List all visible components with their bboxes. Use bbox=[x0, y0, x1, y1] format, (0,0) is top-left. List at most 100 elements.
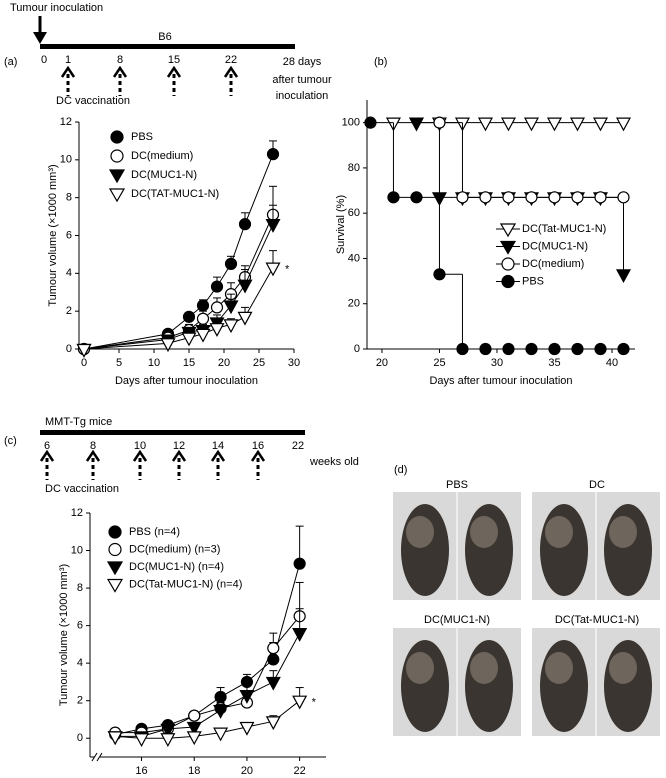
marker bbox=[477, 117, 493, 132]
arrow-head bbox=[132, 449, 148, 462]
y-tick-label: 0 bbox=[77, 732, 83, 744]
y-axis-label: Tumour volume (×1000 mm³) bbox=[47, 164, 59, 306]
timeline-note: after tumour bbox=[272, 74, 332, 86]
y-tick-label: 12 bbox=[60, 116, 72, 128]
marker bbox=[433, 116, 446, 129]
marker bbox=[213, 704, 229, 719]
legend-marker bbox=[110, 149, 124, 163]
mouse-tumour bbox=[609, 652, 637, 684]
vaccination-arrows bbox=[60, 65, 239, 96]
x-tick-label: 22 bbox=[294, 765, 306, 777]
x-tick-label: 20 bbox=[241, 765, 253, 777]
legend-label: PBS (n=4) bbox=[129, 526, 180, 538]
photo-label: PBS bbox=[446, 479, 468, 491]
mouse-tumour bbox=[545, 652, 573, 684]
marker bbox=[267, 642, 280, 655]
legend-marker bbox=[108, 169, 126, 184]
mouse-tumour bbox=[545, 516, 573, 548]
arrow-head bbox=[85, 449, 101, 462]
marker bbox=[209, 323, 225, 337]
timeline-strain: B6 bbox=[158, 31, 171, 43]
legend-marker bbox=[108, 542, 122, 557]
x-tick-label: 15 bbox=[183, 357, 195, 369]
photo-label: DC(Tat-MUC1-N) bbox=[555, 614, 639, 626]
timeline-tick: 8 bbox=[90, 440, 96, 452]
legend-label: DC(medium) bbox=[522, 258, 584, 270]
marker bbox=[615, 269, 632, 284]
arrow-head bbox=[166, 65, 182, 78]
marker bbox=[615, 117, 632, 132]
x-tick-label: 5 bbox=[116, 357, 122, 369]
marker bbox=[292, 695, 308, 710]
marker bbox=[502, 191, 515, 204]
y-tick-label: 0 bbox=[354, 343, 360, 355]
marker bbox=[410, 191, 423, 204]
marker bbox=[525, 342, 538, 356]
timeline-tick: 12 bbox=[173, 440, 185, 452]
y-tick-label: 60 bbox=[348, 207, 360, 219]
timeline-tick: 22 bbox=[225, 54, 237, 66]
marker bbox=[186, 721, 202, 736]
timeline-tick: 28 days bbox=[283, 56, 322, 68]
photo-panel: PBS DC DC(MUC1-N) DC(Tat-MUC1-N) bbox=[393, 479, 660, 736]
marker bbox=[292, 628, 308, 642]
y-tick-label: 100 bbox=[342, 117, 360, 129]
timeline-event: Tumour inoculation bbox=[10, 2, 103, 14]
x-axis-label: Days after tumour inoculation bbox=[429, 375, 572, 387]
marker bbox=[196, 299, 210, 312]
panel-label: (a) bbox=[4, 56, 17, 68]
marker bbox=[364, 116, 377, 129]
marker bbox=[546, 117, 562, 132]
marker bbox=[213, 727, 229, 742]
legend-marker bbox=[106, 561, 124, 576]
photo-label: DC bbox=[589, 479, 605, 491]
legend-marker bbox=[108, 188, 126, 203]
marker bbox=[195, 328, 211, 343]
marker bbox=[502, 342, 515, 356]
y-tick-label: 4 bbox=[77, 657, 83, 669]
marker bbox=[479, 191, 492, 204]
annotation: * bbox=[285, 264, 290, 276]
photo-label: DC(MUC1-N) bbox=[424, 614, 490, 626]
legend-label: DC(MUC1-N) bbox=[522, 240, 588, 252]
mouse-tumour bbox=[406, 652, 434, 684]
arrow-head bbox=[33, 32, 47, 44]
marker bbox=[76, 343, 92, 358]
marker bbox=[224, 257, 238, 270]
legend-label: DC(medium) (n=3) bbox=[129, 543, 220, 555]
y-tick-label: 10 bbox=[71, 544, 83, 556]
marker bbox=[214, 690, 227, 704]
y-tick-label: 8 bbox=[77, 582, 83, 594]
marker bbox=[223, 319, 239, 334]
y-tick-label: 12 bbox=[71, 507, 83, 519]
marker bbox=[239, 689, 255, 704]
timeline-bar bbox=[40, 430, 305, 435]
annotation: * bbox=[312, 697, 317, 709]
marker bbox=[500, 117, 516, 132]
marker bbox=[186, 731, 202, 746]
marker bbox=[188, 709, 201, 722]
y-tick-label: 2 bbox=[66, 305, 72, 317]
y-tick-label: 6 bbox=[77, 620, 83, 632]
legend-marker bbox=[499, 223, 517, 238]
legend-label: DC(Tat-MUC1-N) bbox=[522, 223, 606, 235]
legend-label: DC(medium) bbox=[131, 150, 193, 162]
marker bbox=[408, 117, 424, 132]
marker bbox=[571, 342, 584, 356]
marker bbox=[238, 218, 252, 231]
timeline-note: inoculation bbox=[276, 90, 329, 102]
y-tick-label: 4 bbox=[66, 267, 72, 279]
timeline-tick: 22 bbox=[292, 440, 304, 452]
x-tick-label: 18 bbox=[188, 765, 200, 777]
marker bbox=[107, 731, 123, 746]
marker bbox=[265, 219, 281, 233]
panel-label: (b) bbox=[374, 56, 387, 68]
panel-label: (d) bbox=[394, 464, 407, 476]
timeline-note: weeks old bbox=[309, 456, 359, 468]
marker bbox=[617, 342, 630, 356]
marker bbox=[160, 733, 176, 747]
legend-label: PBS bbox=[522, 275, 544, 287]
y-axis-label: Tumour volume (×1000 mm³) bbox=[58, 564, 70, 706]
x-tick-label: 25 bbox=[253, 357, 265, 369]
